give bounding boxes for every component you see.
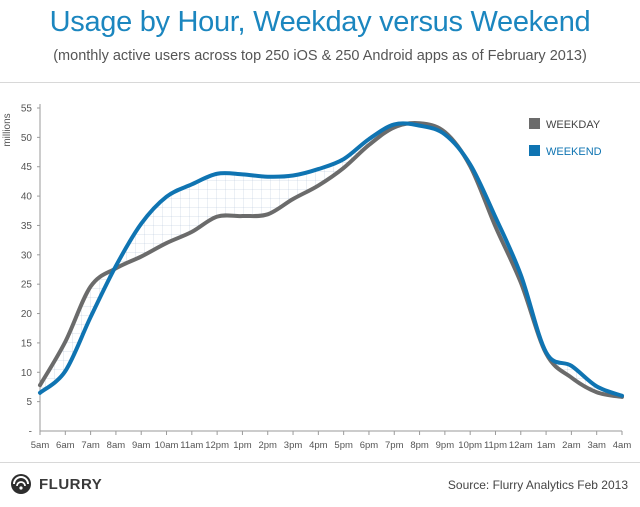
x-tick-label: 2pm [258, 440, 277, 451]
x-tick-label: 6pm [360, 440, 379, 451]
chart-subtitle: (monthly active users across top 250 iOS… [53, 48, 587, 64]
legend-swatch-weekend [529, 145, 540, 156]
y-tick-label: 45 [21, 162, 33, 173]
x-tick-label: 5pm [334, 440, 353, 451]
flurry-logo: FLURRY [8, 473, 102, 495]
y-tick-label: 40 [21, 192, 33, 203]
x-tick-label: 7pm [385, 440, 404, 451]
x-tick-label: 11am [180, 440, 203, 451]
y-tick-label: 10 [21, 368, 33, 379]
y-tick-label: 55 [21, 104, 33, 115]
x-tick-label: 9pm [436, 440, 455, 451]
source-note: Source: Flurry Analytics Feb 2013 [447, 478, 628, 492]
x-tick-label: 5am [31, 440, 50, 451]
x-tick-label: 11pm [484, 440, 507, 451]
x-tick-label: 1am [537, 440, 556, 451]
weekday-weekend-gap-area [40, 123, 622, 397]
header-divider [0, 82, 640, 83]
x-tick-label: 1pm [233, 440, 252, 451]
y-tick-label: 15 [21, 338, 33, 349]
y-tick-label: 5 [26, 397, 32, 408]
legend-swatch-weekday [529, 118, 540, 129]
x-tick-label: 8am [107, 440, 126, 451]
legend: WEEKDAY WEEKEND [529, 118, 602, 158]
logo-text: FLURRY [39, 475, 103, 493]
footer: FLURRY Source: Flurry Analytics Feb 2013 [0, 462, 640, 507]
chart-title: Usage by Hour, Weekday versus Weekend [49, 6, 591, 38]
axes: 5 10 15 20 25 30 35 40 45 50 55 - millions 5am 6am 7am 8… [2, 104, 631, 452]
x-tick-label: 4pm [309, 440, 328, 451]
y-tick-label: 20 [21, 309, 33, 320]
series-lines [38, 121, 624, 399]
series-line-weekend [38, 121, 624, 398]
x-tick-label: 2am [562, 440, 581, 451]
x-tick-label: 9am [132, 440, 151, 451]
x-tick-label: 4am [613, 440, 632, 451]
line-chart: 5 10 15 20 25 30 35 40 45 50 55 - millions 5am 6am 7am 8… [2, 104, 631, 452]
x-tick-label: 10pm [458, 440, 482, 451]
y-tick-label: 25 [21, 280, 33, 291]
x-tick-label: 3pm [284, 440, 303, 451]
legend-label-weekend: WEEKEND [546, 146, 602, 158]
x-tick-label: 12pm [205, 440, 229, 451]
y-tick-label: 35 [21, 221, 33, 232]
x-tick-label: 6am [56, 440, 75, 451]
difference-fill [40, 123, 622, 397]
legend-label-weekday: WEEKDAY [546, 119, 601, 131]
x-tick-label: 10am [155, 440, 179, 451]
x-tick-label: 7am [81, 440, 100, 451]
y-tick-label: 50 [21, 133, 33, 144]
x-tick-label: 3am [587, 440, 606, 451]
x-tick-label: 8pm [410, 440, 429, 451]
x-tick-label: 12am [509, 440, 533, 451]
y-axis-label: millions [2, 113, 13, 146]
flurry-logo-icon [11, 474, 31, 494]
y-tick-label: 30 [21, 250, 33, 261]
y-tick-label-zero: - [29, 427, 32, 438]
